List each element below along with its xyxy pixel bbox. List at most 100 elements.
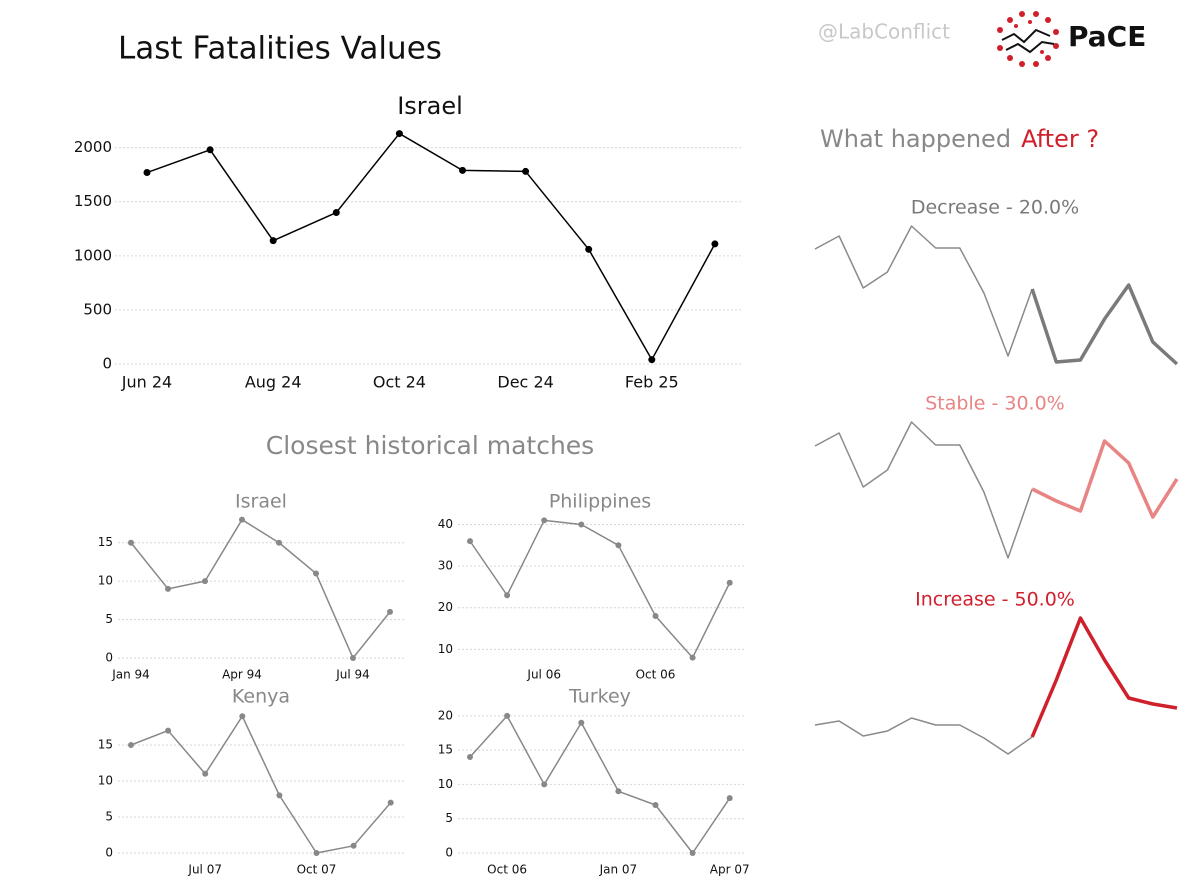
section-title: Closest historical matches	[266, 431, 594, 460]
y-tick-label: 0	[445, 846, 453, 860]
chart-title: Increase - 50.0%	[915, 589, 1075, 611]
line	[469, 519, 731, 659]
x-tick-label: Oct 07	[297, 863, 337, 877]
y-tick-label: 1000	[74, 246, 112, 264]
side-heading: What happened After ?	[820, 125, 1099, 153]
x-tick-label: Jan 94	[111, 668, 150, 682]
side-question: What happened	[820, 125, 1011, 153]
point	[652, 613, 659, 620]
y-tick-label: 0	[102, 355, 112, 373]
x-tick-label: Oct 06	[487, 863, 527, 877]
line	[814, 225, 1033, 357]
line	[814, 421, 1033, 559]
point	[206, 146, 214, 154]
point	[239, 516, 245, 523]
point	[276, 792, 283, 799]
x-tick-label: Apr 94	[222, 668, 262, 682]
y-tick-label: 20	[438, 600, 453, 614]
point	[615, 788, 622, 795]
point	[269, 237, 277, 245]
point	[459, 166, 466, 174]
page-title: Last Fatalities Values	[118, 31, 442, 67]
chart-title: Philippines	[549, 491, 651, 513]
point	[332, 209, 340, 217]
y-tick-label: 5	[105, 612, 113, 626]
line	[146, 132, 716, 361]
point	[504, 712, 511, 719]
point	[202, 578, 208, 585]
brand: PaCE	[1068, 20, 1146, 53]
chart-title: Kenya	[232, 686, 290, 708]
x-tick-label: Oct 06	[636, 668, 676, 682]
y-tick-label: 0	[105, 846, 113, 860]
y-tick-label: 10	[438, 777, 453, 791]
point	[276, 539, 282, 546]
point	[350, 655, 356, 661]
line	[130, 715, 392, 854]
x-tick-label: Jan 07	[599, 863, 638, 877]
point	[165, 727, 172, 734]
point	[585, 245, 593, 253]
line	[130, 518, 391, 659]
y-tick-label: 10	[98, 574, 113, 588]
point	[202, 770, 209, 777]
y-tick-label: 15	[438, 743, 453, 757]
line	[1030, 283, 1179, 366]
point	[726, 795, 733, 802]
y-tick-label: 2000	[74, 138, 112, 156]
x-tick-label: Dec 24	[497, 373, 553, 392]
point	[541, 517, 548, 524]
line	[1031, 439, 1179, 519]
point	[578, 521, 585, 528]
y-tick-label: 1500	[74, 192, 112, 210]
point	[467, 538, 473, 545]
point	[648, 356, 656, 364]
point	[128, 539, 134, 546]
point	[313, 570, 319, 577]
y-tick-label: 40	[438, 517, 453, 531]
x-tick-label: Oct 24	[373, 373, 426, 392]
chart-title: Stable - 30.0%	[925, 393, 1064, 415]
y-tick-label: 5	[445, 811, 453, 825]
point	[143, 169, 151, 177]
chart-title: Turkey	[568, 686, 631, 708]
point	[541, 781, 548, 788]
handle: @LabConflict	[818, 20, 950, 44]
point	[387, 799, 394, 806]
chart-title: Israel	[235, 491, 287, 513]
point	[467, 754, 473, 760]
x-tick-label: Feb 25	[625, 373, 679, 392]
chart-title: Israel	[397, 92, 463, 120]
point	[313, 850, 320, 856]
y-tick-label: 15	[98, 535, 113, 549]
y-tick-label: 15	[98, 738, 113, 752]
x-tick-label: Jul 06	[526, 668, 561, 682]
point	[395, 130, 403, 138]
point	[726, 579, 733, 586]
y-tick-label: 10	[98, 774, 113, 788]
point	[350, 842, 357, 849]
point	[165, 585, 171, 592]
y-tick-label: 500	[83, 300, 112, 318]
line	[814, 717, 1033, 755]
point	[689, 850, 696, 856]
point	[504, 592, 511, 599]
y-tick-label: 0	[105, 651, 113, 665]
side-highlight: After ?	[1021, 125, 1099, 153]
line	[1030, 616, 1178, 738]
x-tick-label: Jun 24	[121, 373, 172, 392]
point	[689, 654, 696, 661]
x-tick-label: Jul 94	[335, 668, 370, 682]
point	[522, 167, 530, 175]
x-tick-label: Jul 07	[187, 863, 222, 877]
line	[469, 715, 731, 854]
chart-title: Decrease - 20.0%	[911, 197, 1079, 219]
point	[711, 240, 719, 248]
x-tick-label: Aug 24	[245, 373, 302, 392]
point	[652, 802, 659, 808]
point	[128, 742, 134, 748]
point	[578, 719, 585, 726]
y-tick-label: 30	[438, 559, 453, 573]
